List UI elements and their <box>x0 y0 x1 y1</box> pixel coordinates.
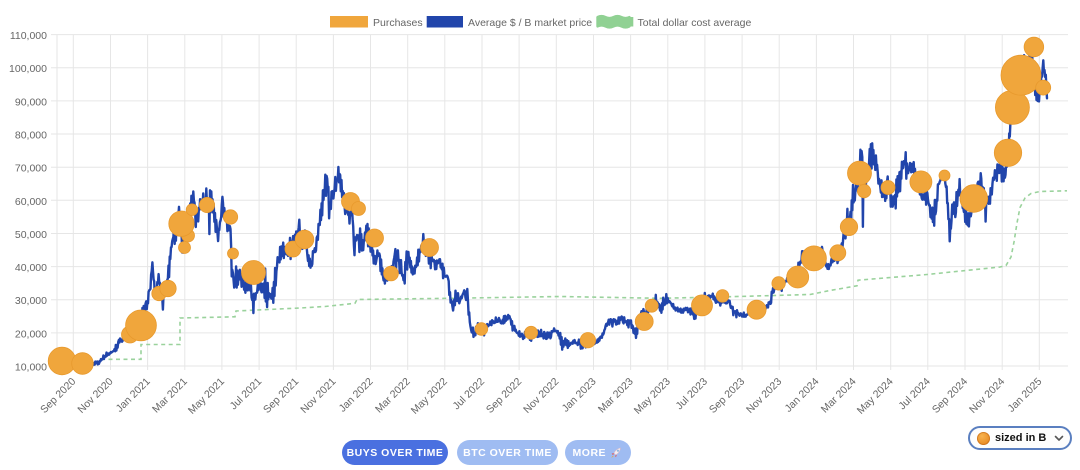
svg-text:Sep 2020: Sep 2020 <box>38 376 78 416</box>
svg-text:10,000: 10,000 <box>15 362 47 374</box>
svg-text:70,000: 70,000 <box>15 163 47 175</box>
svg-text:Jan 2025: Jan 2025 <box>1005 376 1044 415</box>
svg-text:Nov 2024: Nov 2024 <box>967 376 1007 416</box>
svg-text:Total dollar cost average: Total dollar cost average <box>638 17 752 29</box>
svg-text:May 2021: May 2021 <box>186 376 227 417</box>
svg-text:Mar 2021: Mar 2021 <box>150 376 190 416</box>
svg-text:80,000: 80,000 <box>15 130 47 142</box>
svg-text:Nov 2022: Nov 2022 <box>521 376 561 416</box>
svg-text:Sep 2023: Sep 2023 <box>707 376 747 416</box>
svg-text:May 2024: May 2024 <box>855 376 896 417</box>
svg-text:Jan 2024: Jan 2024 <box>782 376 821 415</box>
svg-text:Sep 2022: Sep 2022 <box>484 376 524 416</box>
svg-text:Sep 2021: Sep 2021 <box>261 376 301 416</box>
svg-text:May 2022: May 2022 <box>409 376 450 417</box>
svg-text:Jul 2022: Jul 2022 <box>451 376 488 413</box>
svg-text:Jan 2023: Jan 2023 <box>560 376 599 415</box>
svg-text:100,000: 100,000 <box>9 63 47 75</box>
svg-text:Jul 2024: Jul 2024 <box>896 376 933 413</box>
svg-text:40,000: 40,000 <box>15 262 47 274</box>
svg-text:Jan 2021: Jan 2021 <box>114 376 153 415</box>
svg-text:Mar 2024: Mar 2024 <box>819 376 859 416</box>
svg-text:Jan 2022: Jan 2022 <box>337 376 376 415</box>
svg-text:30,000: 30,000 <box>15 295 47 307</box>
svg-text:50,000: 50,000 <box>15 229 47 241</box>
svg-text:Average $ / B market price: Average $ / B market price <box>468 17 592 29</box>
svg-text:Mar 2023: Mar 2023 <box>596 376 636 416</box>
svg-text:Nov 2020: Nov 2020 <box>75 376 115 416</box>
svg-text:20,000: 20,000 <box>15 328 47 340</box>
svg-text:60,000: 60,000 <box>15 196 47 208</box>
svg-text:Jul 2023: Jul 2023 <box>673 376 710 413</box>
svg-text:May 2023: May 2023 <box>632 376 673 417</box>
svg-text:90,000: 90,000 <box>15 96 47 108</box>
svg-text:Mar 2022: Mar 2022 <box>373 376 413 416</box>
svg-text:110,000: 110,000 <box>10 30 47 42</box>
svg-text:Jul 2021: Jul 2021 <box>228 376 265 413</box>
svg-text:Nov 2021: Nov 2021 <box>298 376 338 416</box>
svg-text:Sep 2024: Sep 2024 <box>930 376 970 416</box>
svg-text:Purchases: Purchases <box>373 17 423 29</box>
svg-text:Nov 2023: Nov 2023 <box>744 376 784 416</box>
